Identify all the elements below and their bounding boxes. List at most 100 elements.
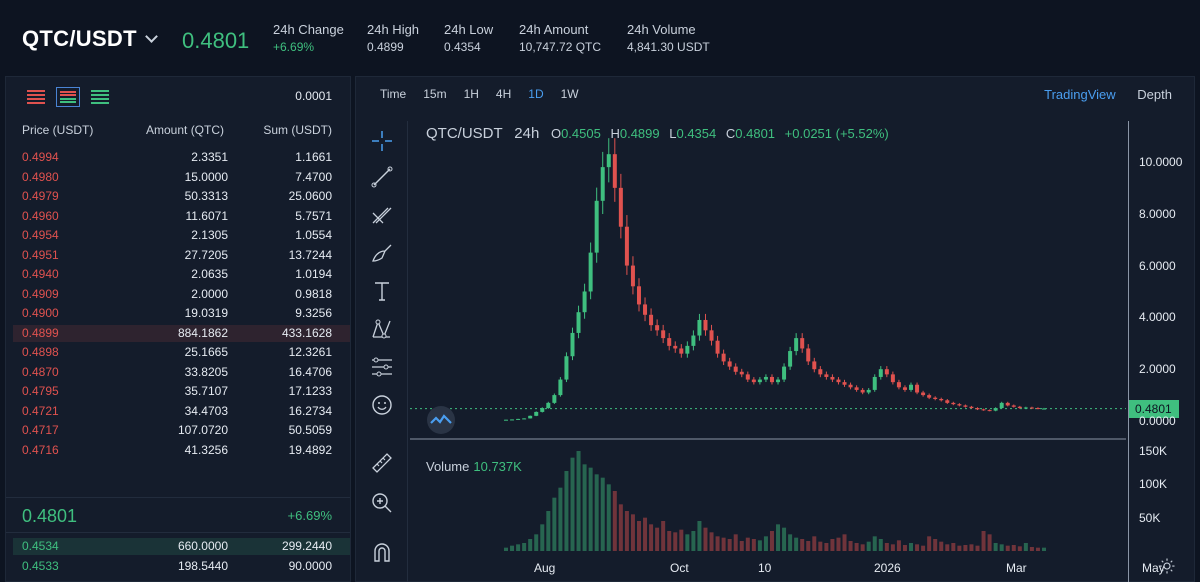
ask-row[interactable]: 0.4951 27.7205 13.7244 (6, 246, 350, 266)
ask-row[interactable]: 0.4721 34.4703 16.2734 (6, 402, 350, 422)
candle (769, 376, 774, 383)
candle (890, 374, 895, 383)
ask-row[interactable]: 0.4900 19.0319 9.3256 (6, 304, 350, 324)
ask-row[interactable]: 0.4980 15.0000 7.4700 (6, 168, 350, 188)
brush-icon[interactable] (370, 241, 394, 265)
fib-icon[interactable] (370, 203, 394, 227)
bid-row[interactable]: 0.4534 660.0000 299.2440 (6, 537, 350, 557)
candle (1029, 407, 1034, 409)
tab-tradingview[interactable]: TradingView (1044, 87, 1116, 102)
stat-value: +6.69% (273, 40, 315, 54)
trend-line-icon[interactable] (370, 165, 394, 189)
volume-bar (782, 527, 787, 551)
ask-sum: 0.9818 (295, 286, 332, 301)
ask-row[interactable]: 0.4960 11.6071 5.7571 (6, 207, 350, 227)
volume-bar (733, 534, 738, 551)
timeframe-tab[interactable]: 1D (528, 87, 544, 101)
candle (987, 410, 992, 412)
volume-bar (824, 543, 829, 551)
bid-price: 0.4533 (22, 558, 59, 573)
ask-row[interactable]: 0.4909 2.0000 0.9818 (6, 285, 350, 305)
candle (661, 330, 666, 339)
volume-bar (776, 524, 781, 551)
ask-row[interactable]: 0.4940 2.0635 1.0194 (6, 265, 350, 285)
drawing-toolbar (356, 121, 408, 582)
ask-amount: 2.0000 (191, 286, 228, 301)
candle (679, 348, 684, 354)
ask-row[interactable]: 0.4795 35.7107 17.1233 (6, 382, 350, 402)
candle (733, 366, 738, 372)
ruler-icon[interactable] (370, 451, 394, 475)
candle (860, 389, 865, 393)
ask-row[interactable]: 0.4979 50.3313 25.0600 (6, 187, 350, 207)
bid-amount: 198.5440 (177, 558, 228, 573)
candle (782, 366, 787, 380)
volume-bar (643, 517, 648, 551)
volume-bar (1029, 547, 1034, 551)
book-view-bids-icon[interactable] (88, 87, 112, 107)
stat-24h-amount: 24h Amount 10,747.72 QTC (519, 22, 601, 54)
projection-icon[interactable] (370, 355, 394, 379)
timeframe-tab[interactable]: 1H (463, 87, 479, 101)
pair-selector[interactable]: QTC/USDT (22, 26, 158, 52)
book-view-both-icon[interactable] (56, 87, 80, 107)
pair-name: QTC/USDT (22, 26, 137, 51)
volume-bar (1011, 545, 1016, 551)
candle (612, 154, 617, 188)
candle (745, 374, 750, 380)
ask-sum: 433.1628 (281, 325, 332, 340)
ask-row[interactable]: 0.4899 884.1862 433.1628 (6, 324, 350, 344)
legend-high-label: H (610, 126, 620, 141)
volume-bar (812, 536, 817, 551)
bid-row[interactable]: 0.4533 198.5440 90.0000 (6, 557, 350, 577)
volume-bar (800, 539, 805, 551)
candle (818, 369, 823, 375)
candle (630, 265, 635, 287)
volume-bar (921, 545, 926, 551)
chart-plot[interactable]: QTC/USDT 24h O0.4505 H0.4899 L0.4354 C0.… (410, 121, 1126, 582)
timeframe-tab[interactable]: Time (380, 87, 407, 101)
candle (594, 200, 599, 253)
candle (673, 345, 678, 349)
price-axis[interactable]: 0.4801 10.0000 8.0000 6.0000 4.0000 2.0000 0.… (1128, 121, 1196, 582)
volume-bar (715, 536, 720, 551)
zoom-in-icon[interactable] (370, 491, 394, 515)
ask-row[interactable]: 0.4994 2.3351 1.1661 (6, 148, 350, 168)
ask-row[interactable]: 0.4870 33.8205 16.4706 (6, 363, 350, 383)
timeframe-tab[interactable]: 15m (423, 87, 447, 101)
emoji-icon[interactable] (370, 393, 394, 417)
timeframe-tab[interactable]: 1W (560, 87, 579, 101)
crosshair-icon[interactable] (370, 129, 394, 153)
magnet-icon[interactable] (370, 541, 394, 565)
ask-row[interactable]: 0.4717 107.0720 50.5059 (6, 421, 350, 441)
price-tick: 0.0000 (1139, 414, 1176, 428)
candlestick-chart[interactable] (410, 121, 1126, 582)
ask-sum: 9.3256 (295, 306, 332, 320)
volume-bar (739, 541, 744, 551)
precision-selector[interactable]: 0.0001 (295, 89, 332, 103)
ask-amount: 2.3351 (191, 150, 228, 164)
time-axis[interactable]: Aug Oct 10 2026 Mar May (410, 555, 1165, 582)
book-view-asks-icon[interactable] (24, 87, 48, 107)
tab-depth[interactable]: Depth (1137, 87, 1172, 102)
candle (951, 402, 956, 405)
legend-change: +0.0251 (+5.52%) (784, 126, 889, 141)
ask-row[interactable]: 0.4898 25.1665 12.3261 (6, 343, 350, 363)
text-icon[interactable] (370, 279, 394, 303)
ask-price: 0.4960 (22, 208, 59, 223)
volume-value: 10.737K (473, 459, 522, 474)
timeframe-tab[interactable]: 4H (495, 87, 512, 101)
settings-gear-icon[interactable] (1158, 557, 1176, 575)
ask-row[interactable]: 0.4716 41.3256 19.4892 (6, 441, 350, 461)
candle (957, 404, 962, 406)
depth-bar (12, 538, 350, 555)
ask-amount: 27.7205 (184, 247, 228, 262)
candle (830, 376, 835, 380)
stat-value: 0.4354 (444, 40, 481, 54)
candle (945, 400, 950, 403)
volume-bar (516, 544, 521, 551)
ask-row[interactable]: 0.4954 2.1305 1.0554 (6, 226, 350, 246)
volume-bar (1017, 546, 1022, 551)
candle (552, 395, 557, 403)
pattern-icon[interactable] (370, 317, 394, 341)
